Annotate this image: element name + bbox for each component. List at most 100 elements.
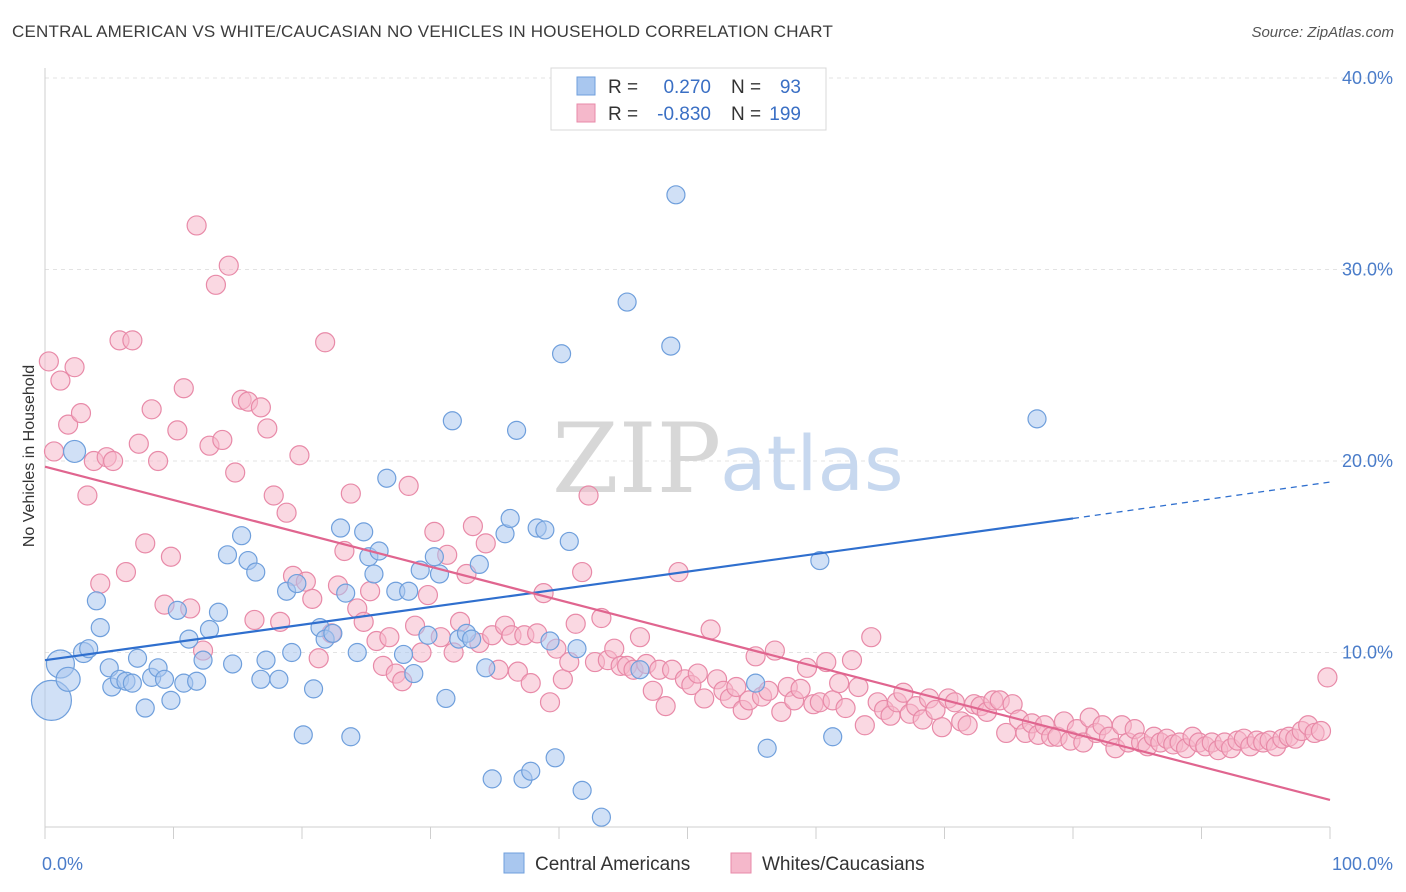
data-point-white-caucasian	[507, 661, 528, 682]
trend-lines	[44, 465, 1331, 802]
data-point-central-american	[187, 671, 207, 691]
data-point-white-caucasian	[122, 330, 143, 351]
data-point-central-american	[256, 650, 276, 670]
data-point-white-caucasian	[520, 673, 541, 694]
legend-n-value-1: 93	[780, 77, 801, 98]
data-point-central-american	[336, 583, 356, 603]
x-tick-label-end: 100.0%	[1332, 854, 1393, 874]
data-point-central-american	[90, 618, 110, 638]
data-point-central-american	[208, 602, 229, 622]
legend-swatch-pink	[576, 103, 596, 123]
data-point-white-caucasian	[340, 483, 361, 504]
data-point-central-american	[251, 669, 271, 689]
data-point-white-caucasian	[424, 521, 445, 542]
data-point-white-caucasian	[167, 420, 188, 441]
data-point-central-american	[746, 673, 766, 693]
data-point-white-caucasian	[186, 215, 207, 236]
stats-legend-box	[550, 67, 827, 131]
legend-n-label-1: N =	[731, 77, 761, 98]
data-point-white-caucasian	[218, 255, 239, 276]
data-point-white-caucasian	[43, 441, 65, 462]
y-axis-label: No Vehicles in Household	[21, 365, 38, 547]
trend-line-central-americans-extension	[1072, 481, 1331, 520]
data-point-white-caucasian	[38, 351, 59, 372]
data-point-white-caucasian	[726, 676, 747, 698]
data-point-white-caucasian	[77, 485, 98, 506]
data-point-central-american	[303, 679, 324, 699]
legend-n-value-2: 199	[769, 104, 801, 125]
y-tick-label-3: 30.0%	[1342, 260, 1393, 280]
data-point-white-caucasian	[173, 378, 194, 399]
y-tick-label-2: 20.0%	[1342, 451, 1393, 471]
data-point-white-caucasian	[225, 462, 246, 483]
data-point-central-american	[506, 420, 527, 440]
data-point-white-caucasian	[957, 715, 978, 736]
data-point-central-american	[442, 411, 462, 431]
data-point-white-caucasian	[411, 642, 432, 663]
data-point-central-american	[223, 654, 243, 674]
legend-r-value-1: 0.270	[663, 77, 711, 98]
data-point-central-american	[330, 518, 351, 538]
data-point-central-american	[217, 545, 238, 565]
data-point-white-caucasian	[398, 475, 419, 496]
data-point-white-caucasian	[135, 533, 156, 554]
data-point-central-american	[661, 336, 681, 356]
data-point-white-caucasian	[244, 609, 265, 631]
data-point-white-caucasian	[141, 399, 162, 420]
data-point-central-american	[551, 344, 572, 364]
data-point-white-caucasian	[816, 651, 837, 673]
data-point-white-caucasian	[50, 370, 71, 391]
data-point-central-american	[617, 292, 637, 312]
watermark-atlas: atlas	[720, 419, 904, 508]
data-point-white-caucasian	[417, 584, 439, 606]
data-point-white-caucasian	[90, 573, 111, 594]
data-point-white-caucasian	[700, 619, 721, 640]
data-point-white-caucasian	[572, 561, 593, 583]
legend-r-label-1: R =	[608, 77, 638, 98]
data-point-central-american	[161, 690, 181, 710]
data-point-white-caucasian	[212, 429, 233, 451]
data-point-white-caucasian	[861, 627, 882, 648]
data-point-white-caucasian	[629, 627, 651, 648]
data-point-central-american	[404, 663, 424, 684]
data-point-central-american	[282, 642, 302, 663]
data-point-central-american	[323, 623, 343, 643]
data-point-central-american	[630, 660, 650, 680]
data-point-central-american	[418, 625, 438, 645]
data-point-central-american	[1027, 409, 1047, 429]
data-point-central-american	[591, 807, 612, 827]
data-point-white-caucasian	[250, 397, 271, 418]
data-point-central-american	[482, 769, 502, 789]
data-point-central-american	[287, 573, 307, 594]
data-point-central-american	[154, 669, 175, 689]
data-point-central-american	[293, 725, 313, 745]
x-tick-label-start: 0.0%	[42, 854, 83, 874]
data-point-white-caucasian	[58, 414, 79, 435]
legend-swatch-blue	[576, 76, 596, 96]
data-point-white-caucasian	[160, 546, 182, 567]
data-point-white-caucasian	[539, 692, 561, 713]
data-point-white-caucasian	[565, 613, 586, 634]
data-point-central-american	[572, 780, 592, 800]
data-point-white-caucasian	[64, 357, 85, 378]
bottom-legend-swatch-pink	[730, 852, 752, 874]
data-point-central-american	[86, 591, 107, 611]
data-point-central-american	[436, 688, 456, 709]
data-point-white-caucasian	[308, 648, 329, 669]
data-point-white-caucasian	[1317, 667, 1338, 688]
data-point-central-american	[545, 748, 565, 768]
data-point-white-caucasian	[276, 502, 297, 523]
data-point-central-american	[364, 564, 384, 584]
data-point-white-caucasian	[379, 627, 400, 648]
data-point-central-american	[193, 650, 213, 670]
data-point-white-caucasian	[694, 688, 715, 709]
data-point-white-caucasian	[1310, 720, 1332, 742]
data-point-central-american	[823, 727, 843, 747]
legend-r-value-2: -0.830	[657, 104, 711, 125]
trend-line-whites-caucasians	[44, 465, 1331, 802]
watermark-zip: ZIP	[552, 403, 721, 515]
legend-r-label-2: R =	[608, 104, 638, 125]
data-point-central-american	[399, 581, 419, 601]
data-point-white-caucasian	[790, 678, 811, 699]
